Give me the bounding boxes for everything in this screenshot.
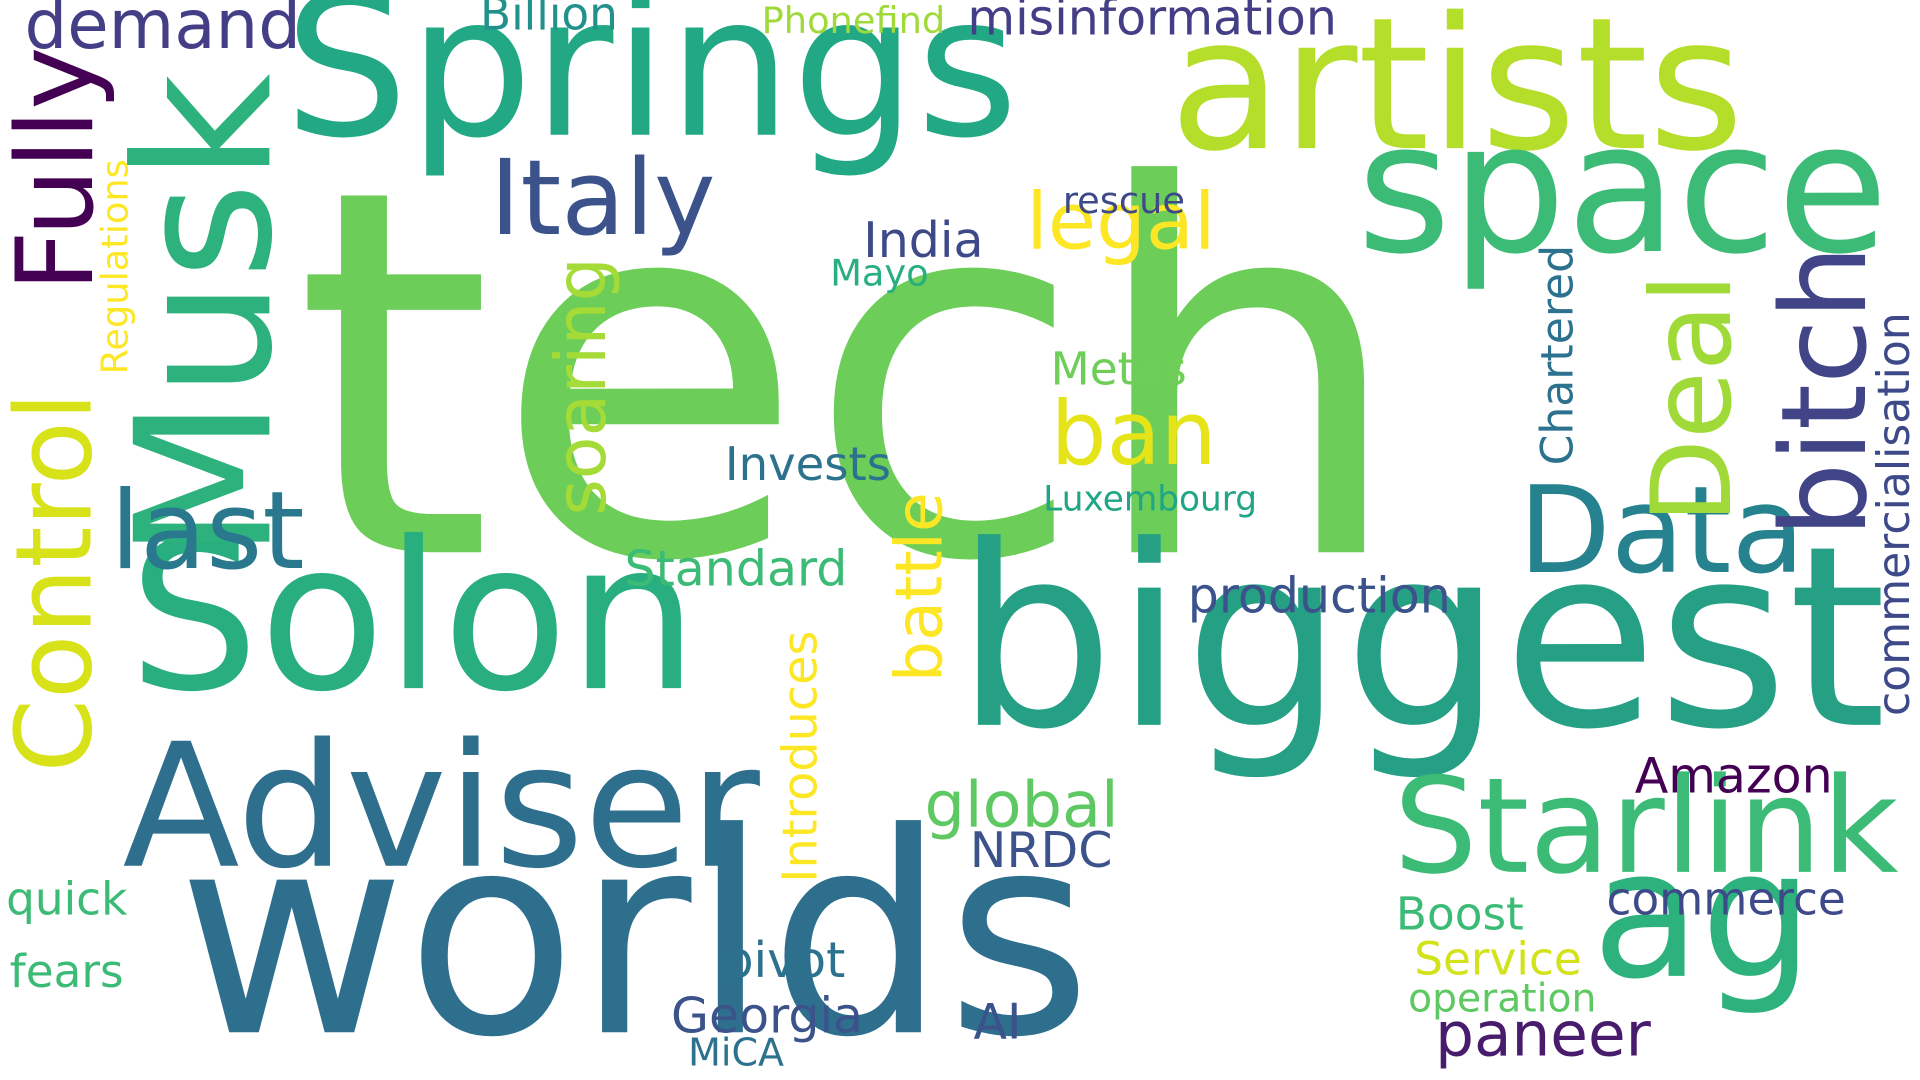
- word-deal: Deal: [1628, 273, 1758, 524]
- word-invests: Invests: [724, 437, 892, 492]
- word-operation: operation: [1408, 974, 1597, 1022]
- word-billion: Billion: [480, 0, 618, 41]
- word-paneer: paneer: [1435, 999, 1651, 1071]
- word-legal: legal: [1026, 177, 1216, 269]
- word-fully: Fully: [0, 46, 118, 292]
- word-service: Service: [1414, 933, 1582, 986]
- word-springs: Springs: [284, 0, 1019, 182]
- word-fears: fears: [9, 945, 124, 998]
- word-rescue: rescue: [1062, 180, 1185, 223]
- word-nrdc: NRDC: [969, 822, 1113, 880]
- word-space: space: [1356, 83, 1889, 294]
- word-regulations: Regulations: [94, 159, 138, 375]
- word-starlink: Starlink: [1393, 750, 1899, 904]
- word-soaring: soaring: [541, 257, 623, 516]
- word-india: India: [863, 213, 984, 270]
- word-tech: tech: [293, 80, 1408, 673]
- word-misinformation: misinformation: [967, 0, 1337, 47]
- word-quick: quick: [6, 873, 128, 926]
- word-ag: ag: [1591, 811, 1814, 1019]
- word-global: global: [924, 768, 1119, 843]
- word-amazon: Amazon: [1634, 748, 1833, 805]
- word-control: Control: [0, 391, 117, 773]
- word-introduces: Introduces: [773, 630, 829, 883]
- word-battle: battle: [882, 492, 958, 683]
- word-biggest: biggest: [955, 493, 1887, 785]
- word-bitch: bitch: [1755, 244, 1894, 538]
- word-pivot: pivot: [722, 933, 846, 990]
- word-mayo: Mayo: [830, 252, 929, 296]
- word-production: production: [1187, 568, 1451, 625]
- word-worlds: worlds: [177, 772, 1092, 1080]
- word-phonefind: Phonefind: [761, 0, 946, 43]
- word-demand: demand: [24, 0, 301, 64]
- word-commerce: commerce: [1606, 873, 1846, 926]
- word-last: last: [110, 467, 305, 594]
- word-mica: MiCA: [688, 1031, 784, 1076]
- word-metas: Metas: [1050, 342, 1187, 396]
- word-luxembourg: Luxembourg: [1043, 478, 1257, 520]
- word-solon: Solon: [128, 497, 699, 738]
- word-commercialisation: commercialisation: [1869, 312, 1920, 717]
- word-chartered: Chartered: [1533, 244, 1584, 466]
- word-artists: artists: [1169, 0, 1744, 193]
- word-adviser: Adviser: [122, 707, 760, 908]
- word-data: Data: [1518, 461, 1805, 602]
- word-italy: Italy: [489, 138, 716, 260]
- word-ban: ban: [1050, 382, 1217, 485]
- word-ai: AI: [973, 994, 1022, 1051]
- word-boost: Boost: [1395, 887, 1524, 941]
- word-georgia: Georgia: [671, 988, 864, 1045]
- word-standard: Standard: [624, 541, 848, 598]
